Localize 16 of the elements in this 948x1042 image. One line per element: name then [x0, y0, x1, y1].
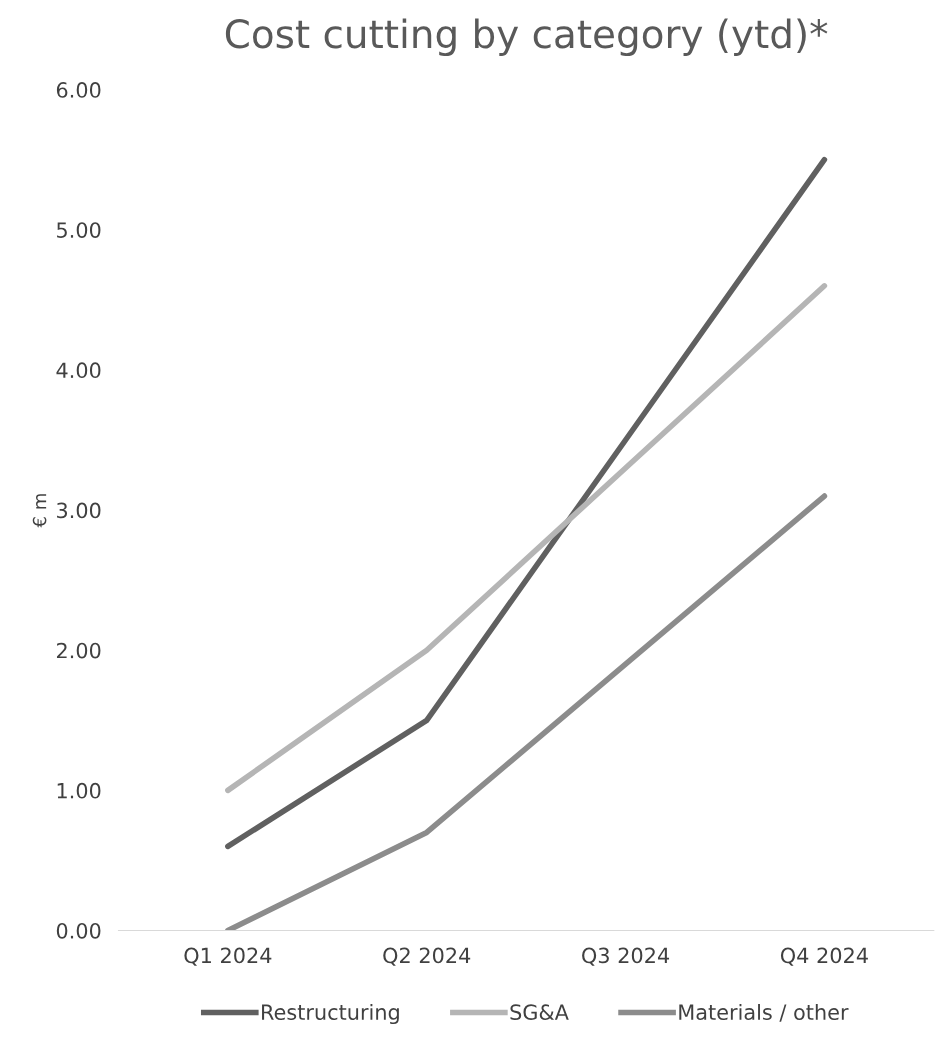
- x-tick-label: Q1 2024: [184, 947, 272, 966]
- y-tick-label: 6.00: [56, 82, 101, 98]
- x-tick-label: Q4 2024: [780, 947, 868, 966]
- y-tick-label: 2.00: [56, 642, 101, 659]
- legend-label: Restructuring: [262, 1003, 399, 1025]
- y-tick-label: 0.00: [56, 922, 101, 939]
- legend-label: Materials / other: [679, 1003, 849, 1022]
- chart-title: Cost cutting by category (ytd)*: [225, 18, 828, 57]
- x-tick-label: Q3 2024: [582, 947, 670, 966]
- y-tick-label: 1.00: [57, 782, 101, 799]
- x-tick-label: Q2 2024: [383, 947, 471, 966]
- legend-label: SG&A: [510, 1004, 569, 1021]
- y-tick-label: 4.00: [56, 362, 101, 379]
- y-tick-label: 3.00: [57, 502, 101, 519]
- y-axis-title: € m: [32, 494, 47, 528]
- y-tick-label: 5.00: [57, 222, 101, 238]
